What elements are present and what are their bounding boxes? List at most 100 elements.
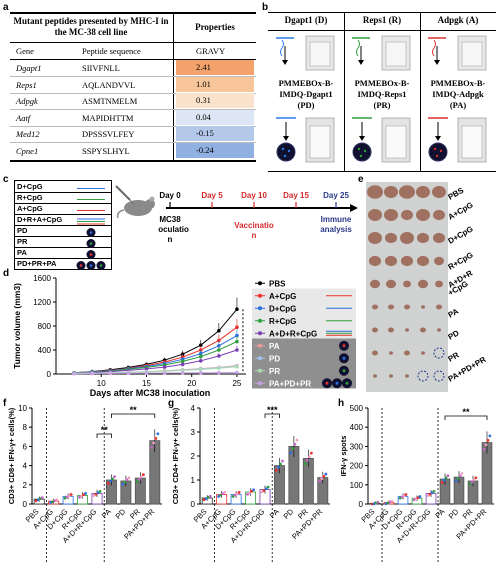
data-dot: [96, 491, 100, 495]
data-point: [198, 367, 203, 372]
y-tick-label: 400: [350, 423, 364, 432]
y-tick-label: 4: [191, 404, 196, 413]
tumor: [384, 209, 398, 221]
legend-label: PA: [269, 342, 280, 351]
data-point: [235, 333, 239, 338]
formulation-label: (PR): [373, 100, 391, 110]
tumor: [400, 232, 414, 244]
day-0-label: Day 0: [159, 191, 181, 200]
data-dot: [156, 432, 160, 436]
tumor: [416, 209, 430, 221]
gravy-cell: -0.24: [176, 142, 254, 158]
data-point: [235, 307, 239, 311]
category-label: PA: [100, 507, 113, 520]
data-point: [162, 365, 167, 369]
formulation-label: (PD): [297, 100, 315, 110]
group-icon: [73, 247, 109, 259]
data-dot: [390, 499, 394, 503]
group-label: PD+PR+PA: [17, 259, 57, 268]
data-dot: [458, 474, 462, 478]
group-label: R+CpG: [17, 193, 43, 202]
peptide-table: Mutant peptides presented by MHC-I in th…: [10, 12, 256, 162]
legend-label: R+CpG: [269, 317, 296, 326]
data-point: [235, 370, 239, 375]
immune-label-1: Immune: [321, 215, 352, 224]
tumor-group-label: PR: [448, 350, 461, 363]
peptide-header: Adpgk (A): [437, 15, 479, 25]
data-dot: [139, 475, 143, 479]
data-dot: [125, 478, 129, 482]
data-dot: [237, 490, 241, 494]
data-point: [217, 348, 221, 352]
series-line: [74, 372, 237, 375]
tumor: [388, 327, 394, 333]
data-dot: [281, 459, 284, 463]
data-dot: [376, 500, 380, 504]
data-dot: [279, 462, 282, 466]
gene-cell: Reps1: [16, 79, 37, 90]
data-dot: [202, 498, 206, 502]
gene-cell: Med12: [16, 129, 40, 139]
data-dot: [113, 475, 116, 479]
y-tick-label: 2: [23, 481, 28, 490]
data-dot: [482, 447, 486, 451]
tumor: [372, 350, 378, 356]
tumor-group-label: PBS: [448, 185, 466, 201]
col-gene: Gene: [16, 46, 34, 56]
data-dot: [221, 492, 225, 496]
panel-label-a: a: [3, 2, 9, 13]
data-dot: [318, 479, 322, 483]
data-dot: [293, 442, 297, 446]
data-dot: [264, 487, 268, 491]
tumor-photo: [366, 182, 448, 392]
tumor: [385, 255, 397, 267]
data-dot: [94, 492, 98, 496]
data-dot: [63, 496, 67, 500]
data-point: [180, 362, 185, 367]
data-dot: [428, 492, 432, 496]
legend-label: PA+PD+PR: [269, 379, 311, 388]
tumor: [421, 305, 425, 309]
vial-image: [424, 34, 492, 72]
tumor: [367, 185, 383, 199]
data-dot: [141, 473, 145, 476]
gene-cell: Cpne1: [16, 145, 39, 156]
group-label: D+R+A+CpG: [17, 215, 63, 224]
data-dot: [78, 495, 81, 499]
data-point: [144, 367, 149, 371]
category-label: PD: [282, 507, 296, 521]
group-label: PA: [17, 248, 27, 257]
data-point: [180, 368, 185, 373]
tumor: [401, 255, 413, 267]
gene-cell: Dgapt1: [16, 63, 42, 73]
series-line: [74, 335, 238, 374]
y-tick-label: 0: [47, 370, 52, 379]
panel-label-g: g: [168, 398, 175, 409]
formulation-label: PMMEBOx-B-: [430, 78, 486, 88]
tumor: [386, 279, 396, 289]
tumor-group-label: R+CpG: [448, 250, 475, 271]
nanoparticle-image: [348, 114, 416, 166]
data-dot: [235, 492, 239, 496]
data-dot: [106, 481, 110, 485]
tumor: [384, 186, 398, 198]
formulation-label: PMMEBOx-B-: [354, 78, 410, 88]
y-tick-label: 1200: [33, 298, 51, 307]
group-icon: [73, 225, 109, 237]
data-point: [126, 371, 131, 376]
y-tick-label: 800: [38, 322, 52, 331]
group-legend-box: D+CpG R+CpG A+CpG D+R+A+CpG PD PR PA PD+PR+PA: [14, 180, 112, 270]
tumor: [403, 280, 411, 288]
tumor: [405, 374, 409, 378]
col-sequence: Peptide sequence: [82, 46, 141, 56]
table-title: Mutant peptides presented by MHC-I in th…: [13, 16, 169, 37]
y-axis-label: CD3+ CD4+ IFN-γ+ cells(%): [171, 407, 180, 504]
legend-label: A+D+R+CpG: [269, 329, 317, 338]
tumor: [433, 209, 445, 221]
sequence-cell: DPSSSVLFEY: [82, 129, 135, 139]
formulation-label: IMDQ-Reps1: [357, 89, 407, 99]
gravy-cell: 2.41: [176, 60, 254, 75]
day-10-label: Day 10: [241, 191, 267, 200]
data-dot: [442, 478, 446, 482]
panel-label-f: f: [3, 398, 7, 409]
